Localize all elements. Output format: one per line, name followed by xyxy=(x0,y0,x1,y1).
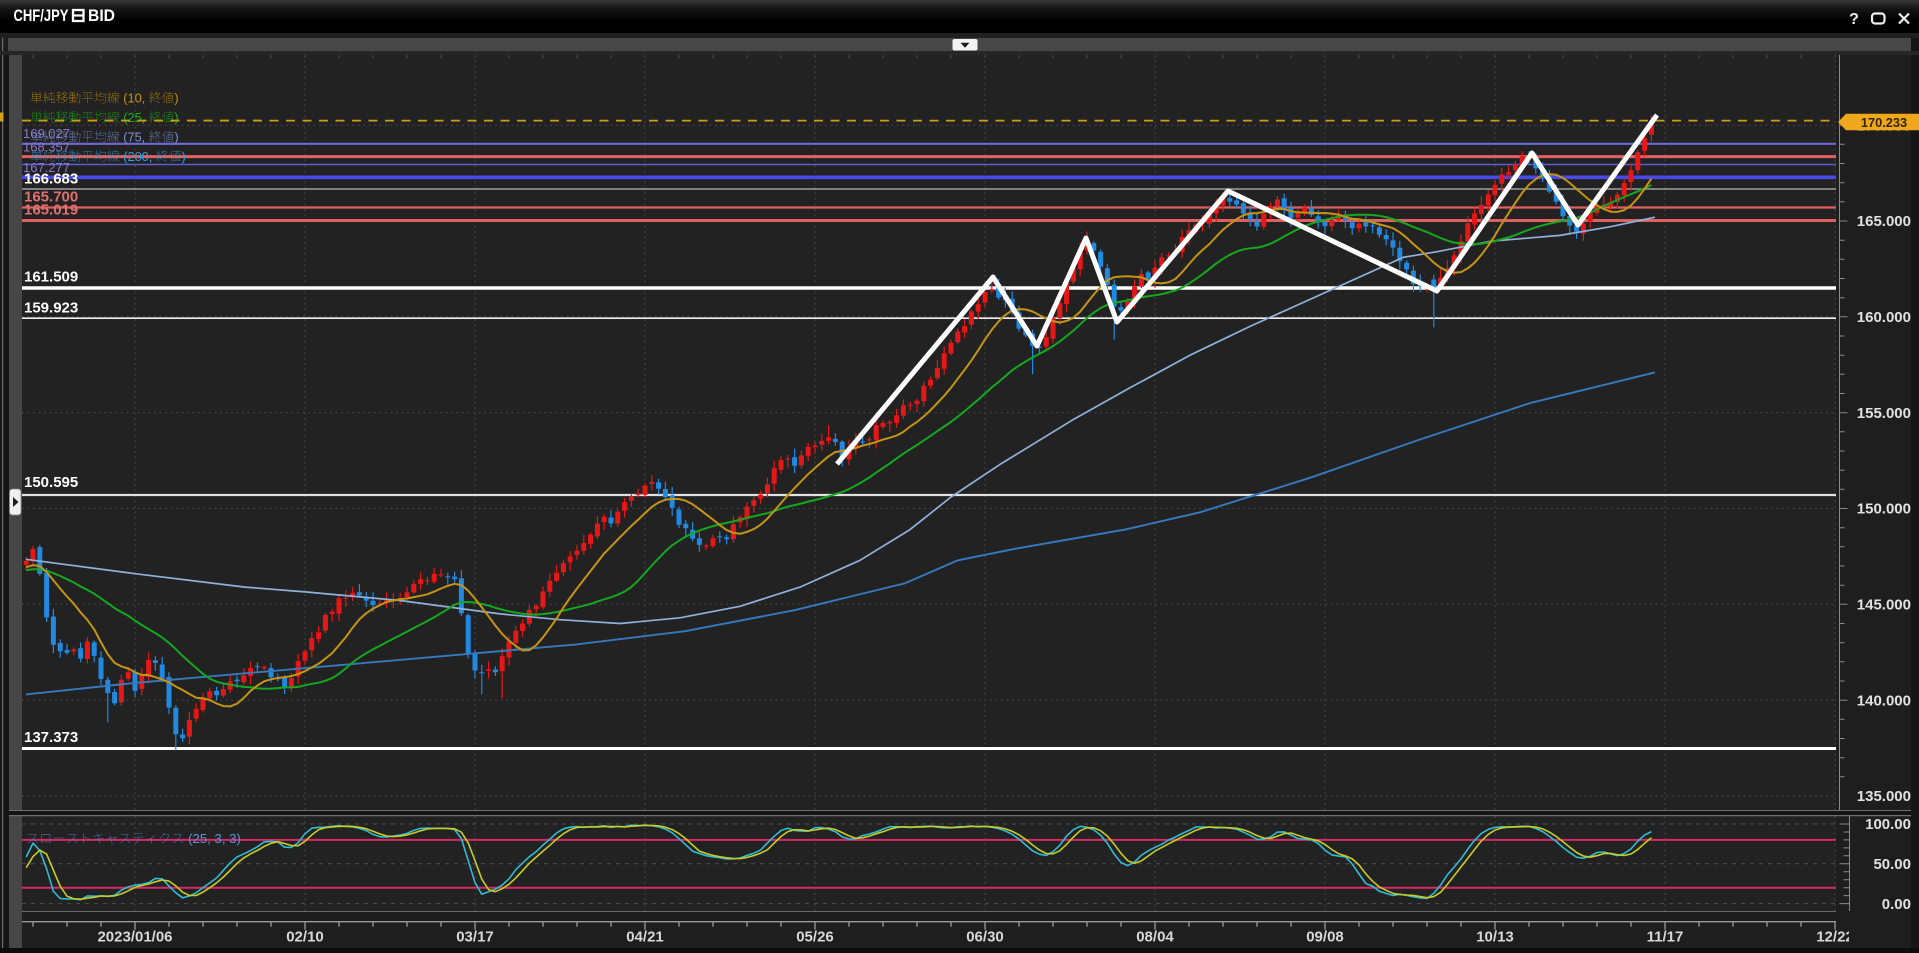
svg-text:150.595: 150.595 xyxy=(24,474,78,491)
svg-text:11/17: 11/17 xyxy=(1647,929,1684,946)
svg-text:06/30: 06/30 xyxy=(966,929,1004,946)
svg-text:135.000: 135.000 xyxy=(1857,788,1911,805)
svg-text:): ) xyxy=(174,129,178,144)
svg-text:100.00: 100.00 xyxy=(1865,816,1911,833)
svg-text:165.000: 165.000 xyxy=(1857,213,1911,230)
svg-text:2023/01/06: 2023/01/06 xyxy=(97,929,172,946)
svg-text:165.700: 165.700 xyxy=(24,189,78,206)
svg-text:155.000: 155.000 xyxy=(1857,405,1911,422)
svg-text:140.000: 140.000 xyxy=(1857,692,1911,709)
svg-text:159.923: 159.923 xyxy=(24,300,78,317)
svg-text:160.000: 160.000 xyxy=(1857,309,1911,326)
svg-text:04/21: 04/21 xyxy=(626,929,664,946)
svg-text:168.357: 168.357 xyxy=(23,140,70,155)
svg-text:): ) xyxy=(182,149,186,164)
svg-text:05/26: 05/26 xyxy=(796,929,834,946)
svg-text:): ) xyxy=(174,110,178,125)
svg-text:03/17: 03/17 xyxy=(456,929,494,946)
svg-text:(25,: (25, xyxy=(123,110,145,125)
svg-text:145.000: 145.000 xyxy=(1857,597,1911,614)
svg-text:CHF/JPY: CHF/JPY xyxy=(14,6,70,25)
svg-text:(75,: (75, xyxy=(123,129,145,144)
svg-text:10/13: 10/13 xyxy=(1476,929,1514,946)
svg-text:170.233: 170.233 xyxy=(1861,115,1907,130)
svg-text:137.373: 137.373 xyxy=(24,729,78,746)
svg-text:166.683: 166.683 xyxy=(24,171,78,188)
svg-text:(200,: (200, xyxy=(123,149,152,164)
svg-text:165.019: 165.019 xyxy=(24,202,78,219)
svg-text:(25, 3, 3): (25, 3, 3) xyxy=(188,831,241,846)
svg-text:12/22: 12/22 xyxy=(1816,929,1854,946)
svg-text:): ) xyxy=(174,90,178,105)
svg-text:09/08: 09/08 xyxy=(1306,929,1344,946)
svg-text:?: ? xyxy=(1849,11,1859,28)
svg-text:150.000: 150.000 xyxy=(1857,501,1911,518)
svg-text:08/04: 08/04 xyxy=(1136,929,1174,946)
svg-text:161.509: 161.509 xyxy=(24,269,78,286)
svg-text:02/10: 02/10 xyxy=(286,929,324,946)
svg-text:167.277: 167.277 xyxy=(23,160,70,175)
svg-text:BID: BID xyxy=(88,6,115,25)
svg-text:(10,: (10, xyxy=(123,90,145,105)
svg-text:50.00: 50.00 xyxy=(1873,856,1911,873)
svg-text:0.00: 0.00 xyxy=(1882,896,1911,913)
